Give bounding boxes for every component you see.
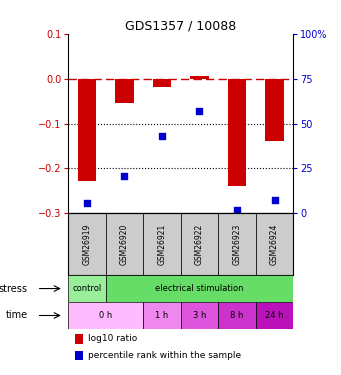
- Text: GSM26921: GSM26921: [158, 224, 166, 265]
- Bar: [190, 75, 209, 79]
- Bar: [181, 302, 218, 329]
- Text: electrical stimulation: electrical stimulation: [155, 284, 244, 293]
- Text: 3 h: 3 h: [193, 311, 206, 320]
- Bar: [218, 213, 256, 275]
- Bar: [143, 213, 181, 275]
- Text: 1 h: 1 h: [155, 311, 168, 320]
- Point: [234, 207, 240, 213]
- Bar: [75, 334, 83, 344]
- Point: [122, 172, 127, 178]
- Bar: [227, 79, 246, 186]
- Text: GSM26922: GSM26922: [195, 224, 204, 265]
- Point: [84, 201, 90, 207]
- Text: stress: stress: [0, 284, 28, 294]
- Text: 8 h: 8 h: [230, 311, 244, 320]
- Bar: [265, 79, 284, 141]
- Bar: [152, 79, 171, 87]
- Text: 24 h: 24 h: [265, 311, 284, 320]
- Bar: [181, 213, 218, 275]
- Bar: [68, 302, 143, 329]
- Bar: [68, 213, 106, 275]
- Bar: [256, 302, 293, 329]
- Bar: [256, 213, 293, 275]
- Bar: [143, 302, 181, 329]
- Bar: [106, 275, 293, 302]
- Text: GSM26920: GSM26920: [120, 224, 129, 265]
- Text: GSM26924: GSM26924: [270, 224, 279, 265]
- Text: GSM26919: GSM26919: [83, 224, 91, 265]
- Text: 0 h: 0 h: [99, 311, 112, 320]
- Title: GDS1357 / 10088: GDS1357 / 10088: [125, 20, 236, 33]
- Bar: [115, 79, 134, 104]
- Bar: [75, 351, 83, 360]
- Point: [197, 108, 202, 114]
- Bar: [106, 213, 143, 275]
- Bar: [68, 275, 106, 302]
- Text: control: control: [72, 284, 102, 293]
- Bar: [78, 79, 96, 181]
- Bar: [218, 302, 256, 329]
- Point: [272, 197, 277, 203]
- Text: log10 ratio: log10 ratio: [88, 334, 138, 343]
- Point: [159, 133, 165, 139]
- Text: GSM26923: GSM26923: [233, 224, 241, 265]
- Text: percentile rank within the sample: percentile rank within the sample: [88, 351, 241, 360]
- Text: time: time: [5, 310, 28, 321]
